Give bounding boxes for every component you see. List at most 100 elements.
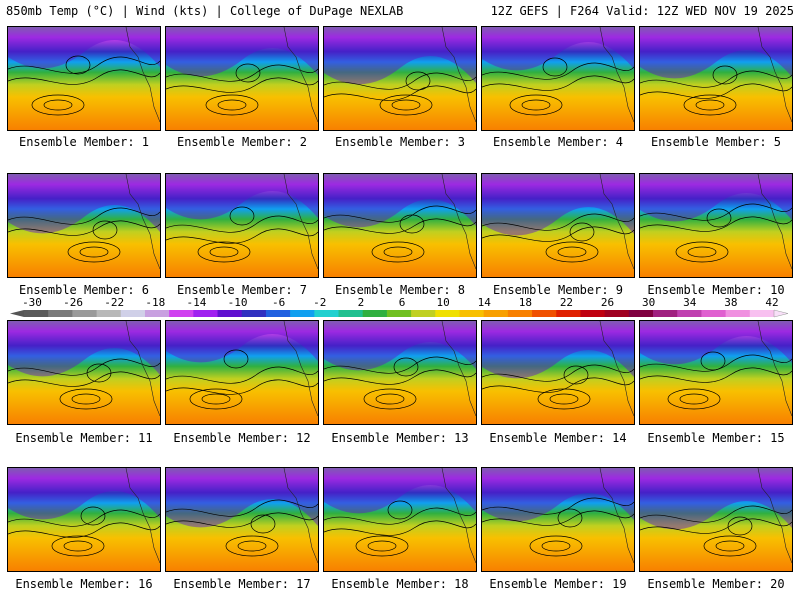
colorbar-segment [96,310,122,317]
colorbar-segment [265,310,291,317]
high-pressure-contour [521,99,551,111]
height-contour [640,70,792,88]
coastline [599,468,634,564]
high-pressure-contour [31,94,85,116]
map-title: 850mb Temp (°C) | Wind (kts) | College o… [6,4,404,18]
ensemble-member-map [323,320,477,425]
low-pressure-contour [563,365,589,385]
height-contour [324,72,476,90]
colorbar-tick-label: -18 [145,296,166,309]
ensemble-member-label: Ensemble Member: 3 [334,135,466,149]
high-pressure-contour [679,393,709,405]
coastline [441,174,476,270]
high-pressure-contour [67,241,121,263]
ensemble-member-label: Ensemble Member: 10 [647,283,785,297]
temperature-field [482,321,634,424]
height-contour [640,518,792,534]
coastline [599,321,634,417]
temperature-field [8,174,160,277]
temperature-field [640,321,792,424]
high-pressure-contour [379,94,433,116]
ensemble-member-label: Ensemble Member: 18 [331,577,469,591]
high-pressure-contour [391,99,421,111]
cold-trough [8,468,160,520]
ensemble-member-label: Ensemble Member: 19 [489,577,627,591]
high-pressure-contour [371,241,425,263]
cold-trough [482,174,634,236]
height-contour [640,505,792,523]
ensemble-member-map [7,320,161,425]
low-pressure-contour [405,71,431,91]
height-contour [166,366,318,384]
low-pressure-contour [700,351,726,371]
high-pressure-contour [549,393,579,405]
high-pressure-contour [217,99,247,111]
high-pressure-contour [529,535,583,557]
high-pressure-contour [695,99,725,111]
low-pressure-contour [92,220,118,240]
coastline [125,321,160,417]
high-pressure-contour [715,540,745,552]
ensemble-member-label: Ensemble Member: 15 [647,431,785,445]
temperature-field [640,27,792,130]
high-pressure-contour [383,246,413,258]
colorbar-segment [411,310,436,317]
high-pressure-contour [375,393,405,405]
height-contour [324,205,476,223]
height-contour [324,356,476,374]
temperature-colorbar [10,309,788,318]
temperature-field [166,468,318,571]
cold-trough [482,468,634,522]
height-contour [482,62,634,80]
low-pressure-contour [65,55,91,75]
height-contour [166,228,318,244]
ensemble-member-map [481,26,635,131]
ensemble-member-map [639,26,793,131]
high-pressure-contour [683,94,737,116]
colorbar-min-arrow [10,310,24,317]
height-contour [166,215,318,233]
ensemble-member-label: Ensemble Member: 11 [15,431,153,445]
ensemble-member-map [165,26,319,131]
colorbar-tick-label: -26 [63,296,84,309]
temperature-field [324,468,476,571]
high-pressure-contour [541,540,571,552]
low-pressure-contour [80,506,106,526]
height-contour [640,354,792,372]
ensemble-member-map [481,320,635,425]
colorbar-segment [435,310,460,317]
temperature-field [324,27,476,130]
colorbar-segment [725,310,751,317]
cold-trough [166,174,318,220]
colorbar-tick-label: -2 [313,296,327,309]
coastline [441,321,476,417]
height-contour [482,75,634,91]
ensemble-member-label: Ensemble Member: 20 [647,577,785,591]
colorbar-tick-label: -14 [186,296,207,309]
ensemble-member-map [323,467,477,572]
colorbar-segment [677,310,702,317]
colorbar-segment [217,310,243,317]
high-pressure-contour [367,540,397,552]
cold-trough [640,321,792,365]
ensemble-member-label: Ensemble Member: 1 [18,135,150,149]
ensemble-member-map [639,320,793,425]
high-pressure-contour [201,393,231,405]
cold-trough [8,174,160,234]
ensemble-member-label: Ensemble Member: 7 [176,283,308,297]
height-contour [8,358,160,376]
height-contour [8,522,160,538]
low-pressure-contour [569,222,595,242]
high-pressure-contour [545,241,599,263]
low-pressure-contour [223,349,249,369]
coastline [125,27,160,123]
coastline [283,321,318,417]
colorbar-segment [653,310,678,317]
ensemble-member-label: Ensemble Member: 14 [489,431,627,445]
colorbar-tick-label: -6 [272,296,286,309]
ensemble-member-map [7,467,161,572]
coastline [283,468,318,564]
height-contour [166,64,318,82]
cold-trough [8,27,160,69]
cold-trough [482,321,634,379]
